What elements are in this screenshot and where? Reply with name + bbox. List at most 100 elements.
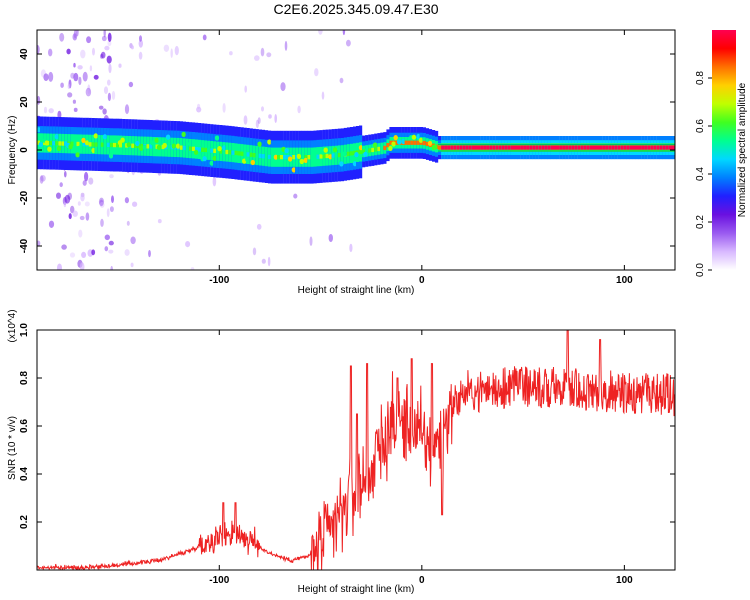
spectrogram-cell-306 bbox=[103, 142, 107, 147]
spectrogram-cell-125 bbox=[124, 104, 130, 115]
spectrogram-cell-578 bbox=[286, 155, 290, 160]
snr-frame bbox=[36, 329, 676, 571]
spectrogram-cell-146 bbox=[157, 219, 162, 224]
spectrogram-cell-16 bbox=[57, 263, 62, 270]
spectrogram-cell-884 bbox=[495, 145, 499, 150]
spectrogram-cell-187 bbox=[297, 105, 301, 114]
spectrogram-cell-265 bbox=[75, 152, 80, 158]
spectrogram-cell-402 bbox=[167, 145, 171, 150]
spectrogram-cell-108 bbox=[108, 240, 114, 246]
spectrogram-cell-121 bbox=[118, 63, 122, 68]
snr-x-tick-label-2: 100 bbox=[616, 575, 633, 586]
spectrogram-cell-403 bbox=[165, 134, 171, 140]
spectrogram-cell-435 bbox=[188, 141, 193, 147]
spectrogram-cell-288 bbox=[91, 142, 95, 147]
spectrogram-cell-651 bbox=[334, 153, 338, 158]
spectrogram-cell-920 bbox=[523, 145, 527, 150]
spectrogram-cell-92 bbox=[101, 35, 107, 42]
spectrogram-cell-632 bbox=[322, 154, 326, 159]
colorbar-ticks: 0.0 0.2 0.4 0.6 0.8 bbox=[695, 71, 712, 277]
spectrogram-cell-868 bbox=[483, 145, 487, 150]
spectrogram-cell-908 bbox=[514, 145, 518, 150]
spectrogram-cell-662 bbox=[339, 161, 344, 167]
spectrogram-cell-164 bbox=[222, 103, 226, 113]
spectrogram-cell-753 bbox=[401, 138, 406, 145]
spectrogram-cell-72 bbox=[86, 89, 90, 96]
spectrogram-cell-980 bbox=[568, 145, 572, 150]
spectrogram-cell-1044 bbox=[617, 145, 621, 150]
spectrogram-cell-603 bbox=[299, 158, 304, 165]
spectrogram-cell-1024 bbox=[602, 145, 606, 150]
spectrogram-cell-34 bbox=[67, 192, 73, 200]
spectrogram-cell-184 bbox=[280, 82, 286, 92]
spectrogram-cell-996 bbox=[580, 145, 584, 150]
spectrogram-cell-172 bbox=[255, 119, 259, 129]
spectrogram-cell-79 bbox=[92, 47, 95, 56]
spectrogram-panel: -100 0 100 -40 -20 0 20 40 Height of straight … bbox=[7, 29, 676, 296]
spectrogram-cell-534 bbox=[255, 153, 259, 158]
spectrogram-cell-379 bbox=[150, 140, 155, 146]
spectrogram-cell-28 bbox=[63, 202, 67, 208]
spectrogram-cell-916 bbox=[520, 145, 524, 150]
spectrogram-cell-466 bbox=[210, 148, 214, 153]
spectrogram-cell-482 bbox=[217, 146, 222, 152]
spectrogram-cell-952 bbox=[547, 145, 551, 150]
spectrogram-cell-1108 bbox=[665, 145, 670, 150]
spectrogram-cell-972 bbox=[562, 145, 566, 150]
spectrogram-cell-223 bbox=[49, 141, 53, 146]
spectrogram-cell-152 bbox=[170, 48, 173, 58]
spectrogram-cell-561 bbox=[273, 154, 279, 160]
spectrogram-cell-141 bbox=[139, 35, 142, 42]
spectrogram-cell-1016 bbox=[596, 145, 600, 150]
spectrogram-cell-904 bbox=[510, 145, 515, 150]
spectrogram-cell-1100 bbox=[659, 145, 663, 150]
spectrogram-cell-876 bbox=[489, 145, 493, 150]
spectrogram-cell-41 bbox=[70, 205, 75, 214]
spectrogram-cell-1052 bbox=[623, 145, 627, 150]
spectrogram-cell-238 bbox=[56, 145, 62, 152]
spectrogram-cell-168 bbox=[244, 85, 247, 93]
spectrogram-cell-628 bbox=[319, 154, 323, 159]
snr-x-tick-label-1: 0 bbox=[419, 575, 425, 586]
spectrogram-cell-37 bbox=[68, 213, 72, 220]
spectrogram-cell-65 bbox=[82, 71, 88, 82]
spectrogram-cell-174 bbox=[257, 117, 261, 124]
spectrogram-cell-24 bbox=[60, 82, 64, 88]
spectrogram-x-tick-label-1: 0 bbox=[419, 275, 425, 286]
spectrogram-cell-888 bbox=[498, 145, 502, 150]
spectrogram-cell-860 bbox=[477, 145, 481, 150]
spectrogram-cell-54 bbox=[78, 229, 83, 238]
spectrogram-cell-775 bbox=[416, 140, 420, 145]
spectrogram-cell-356 bbox=[135, 140, 140, 147]
spectrogram-cell-824 bbox=[450, 145, 454, 150]
spectrogram-x-tick-label-2: 100 bbox=[616, 275, 633, 286]
spectrogram-cell-425 bbox=[182, 145, 186, 151]
spectrogram-cell-203 bbox=[37, 140, 41, 145]
spectrogram-cell-690 bbox=[358, 145, 364, 151]
spectrogram-cell-15 bbox=[56, 192, 61, 199]
spectrogram-cell-3 bbox=[37, 240, 41, 247]
spectrogram-cell-988 bbox=[574, 145, 578, 150]
spectrogram-cell-153 bbox=[174, 45, 179, 56]
spectrogram-cell-209 bbox=[38, 142, 43, 148]
spectrogram-cell-637 bbox=[325, 153, 329, 159]
spectrogram-cell-984 bbox=[571, 145, 575, 150]
spectrogram-cell-944 bbox=[541, 145, 545, 150]
spectrogram-cell-507 bbox=[237, 151, 241, 156]
spectrogram-cell-246 bbox=[64, 141, 68, 146]
spectrogram-cell-476 bbox=[216, 149, 220, 154]
spectrogram-cell-173 bbox=[256, 223, 262, 230]
spectrogram-y-tick-label-1: -20 bbox=[19, 190, 30, 205]
spectrogram-cell-149 bbox=[163, 44, 170, 52]
spectrogram-cell-111 bbox=[109, 206, 114, 213]
spectrogram-cell-255 bbox=[70, 141, 74, 146]
spectrogram-cell-720 bbox=[380, 146, 384, 151]
spectrogram-cell-105 bbox=[107, 32, 112, 42]
spectrogram-cell-892 bbox=[501, 145, 505, 150]
spectrogram-cell-699 bbox=[363, 151, 368, 157]
spectrogram-cell-8 bbox=[40, 175, 46, 182]
spectrogram-cell-624 bbox=[316, 154, 320, 159]
spectrogram-cell-412 bbox=[171, 143, 176, 149]
spectrogram-cell-638 bbox=[323, 147, 328, 153]
spectrogram-cell-551 bbox=[267, 154, 272, 160]
